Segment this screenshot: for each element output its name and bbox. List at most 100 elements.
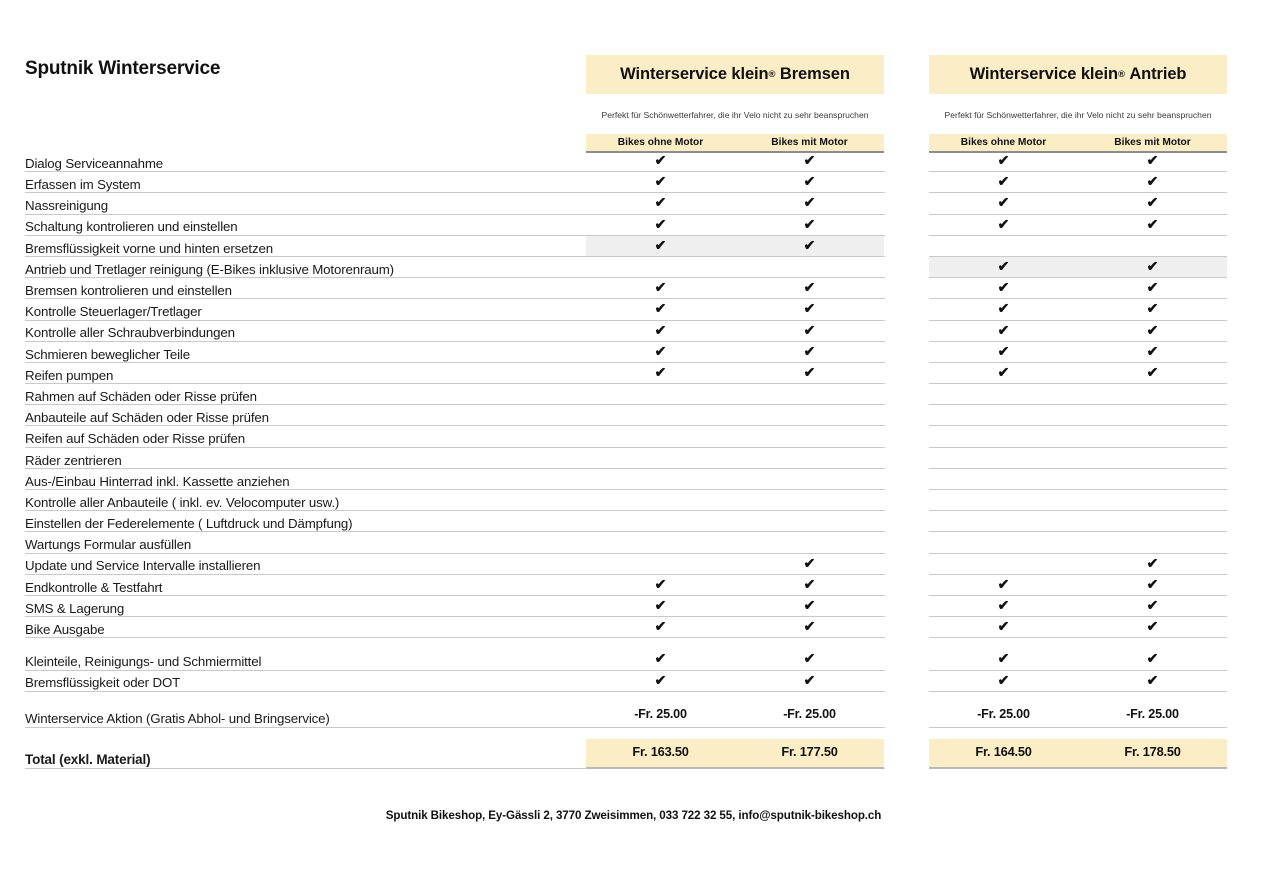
service-label-text: Dialog Serviceannahme (25, 155, 164, 171)
marks-row-antrieb (929, 448, 1227, 469)
column-headers-antrieb: Bikes ohne Motor Bikes mit Motor (929, 134, 1227, 153)
check-glyph: ✔ (997, 575, 1010, 592)
service-row-label: Reifen auf Schäden oder Risse prüfen (25, 426, 885, 448)
service-label-text: Reifen pumpen (25, 367, 114, 383)
empty-cell (1078, 469, 1227, 489)
registered-mark-icon: ® (768, 69, 776, 80)
check-glyph: ✔ (803, 300, 816, 317)
check-glyph: ✔ (803, 215, 816, 232)
service-label-text: Erfassen im System (25, 177, 141, 193)
marks-row-bremsen: ✔ ✔ (586, 596, 884, 618)
value-text: -Fr. 25.00 (634, 707, 687, 722)
check-glyph: ✔ (997, 597, 1010, 614)
marks-row-antrieb (929, 405, 1227, 427)
empty-cell (735, 405, 884, 425)
empty-cell (735, 384, 884, 404)
check-glyph: ✔ (803, 236, 816, 253)
value-text: -Fr. 25.00 (977, 707, 1030, 722)
check-glyph: ✔ (1146, 671, 1159, 688)
empty-cell (1078, 405, 1227, 425)
column-header-antrieb-ohne-motor: Bikes ohne Motor (960, 137, 1047, 148)
empty-cell (1078, 532, 1227, 552)
check-glyph: ✔ (654, 618, 667, 635)
marks-row-antrieb: ✔ ✔ (929, 278, 1227, 300)
marks-row-bremsen: ✔ ✔ (586, 575, 884, 596)
check-glyph: ✔ (1146, 173, 1159, 190)
spacer-cell (586, 638, 735, 649)
price-value: -Fr. 25.00 (1078, 703, 1227, 727)
marks-row-antrieb: ✔ ✔ (929, 342, 1227, 363)
spacer-cell (735, 692, 884, 703)
empty-cell (929, 490, 1078, 510)
package-title-text-bremsen: Winterservice klein (620, 65, 769, 83)
registered-mark-icon: ® (1117, 69, 1125, 80)
service-label-column: Dialog Serviceannahme Erfassen im System N… (25, 151, 885, 769)
check-glyph: ✔ (997, 300, 1010, 317)
empty-cell (1078, 490, 1227, 510)
service-label-text: Wartungs Formular ausfüllen (25, 537, 192, 553)
check-icon: ✔ (1078, 596, 1227, 616)
check-glyph: ✔ (997, 152, 1010, 169)
marks-row-antrieb (929, 511, 1227, 533)
marks-row-antrieb (929, 490, 1227, 512)
empty-cell (586, 426, 735, 446)
check-icon: ✔ (1078, 649, 1227, 669)
empty-cell (929, 384, 1078, 404)
marks-row-antrieb: ✔ ✔ (929, 172, 1227, 194)
spacer-cell (1078, 638, 1227, 649)
check-icon: ✔ (735, 671, 884, 691)
marks-row-antrieb (929, 469, 1227, 490)
spacer-cell (929, 638, 1078, 649)
spacer-cell (929, 728, 1078, 739)
service-row-label: Räder zentrieren (25, 448, 885, 469)
check-icon: ✔ (735, 193, 884, 213)
marks-row-antrieb (929, 384, 1227, 406)
empty-cell (929, 448, 1078, 468)
spacer-cell (1078, 728, 1227, 739)
marks-row-bremsen: -Fr. 25.00 -Fr. 25.00 (586, 703, 884, 728)
check-glyph: ✔ (1146, 258, 1159, 275)
check-icon: ✔ (929, 321, 1078, 341)
spacer-cell (586, 728, 735, 739)
check-icon: ✔ (1078, 671, 1227, 691)
value-text: Fr. 177.50 (781, 744, 838, 760)
service-row-label: Bremsflüssigkeit oder DOT (25, 671, 885, 692)
service-label-text: Kontrolle aller Anbauteile ( inkl. ev. V… (25, 494, 340, 510)
spacer-cell (586, 692, 735, 703)
marks-row-antrieb: -Fr. 25.00 -Fr. 25.00 (929, 703, 1227, 728)
check-glyph: ✔ (803, 342, 816, 359)
check-glyph: ✔ (1146, 554, 1159, 571)
check-icon: ✔ (929, 671, 1078, 691)
check-glyph: ✔ (654, 300, 667, 317)
marks-row-bremsen: ✔ ✔ (586, 617, 884, 639)
empty-cell (586, 405, 735, 425)
check-icon: ✔ (1078, 554, 1227, 574)
check-glyph: ✔ (654, 342, 667, 359)
service-row-label: Reifen pumpen (25, 363, 885, 385)
total-value: Fr. 163.50 (586, 739, 735, 767)
check-icon: ✔ (735, 596, 884, 616)
check-icon: ✔ (735, 554, 884, 574)
marks-row-antrieb: ✔ ✔ (929, 299, 1227, 321)
check-glyph: ✔ (803, 650, 816, 667)
marks-row-antrieb: ✔ ✔ (929, 256, 1227, 279)
empty-cell (929, 405, 1078, 425)
check-icon: ✔ (1078, 321, 1227, 341)
check-glyph: ✔ (654, 321, 667, 338)
check-icon: ✔ (1078, 299, 1227, 319)
check-glyph: ✔ (654, 575, 667, 592)
check-icon: ✔ (929, 575, 1078, 595)
empty-cell (735, 469, 884, 489)
service-row-label: Endkontrolle & Testfahrt (25, 575, 885, 596)
check-icon: ✔ (929, 596, 1078, 616)
check-glyph: ✔ (997, 321, 1010, 338)
service-label-text: Schmieren beweglicher Teile (25, 346, 190, 362)
check-glyph: ✔ (803, 279, 816, 296)
marks-row-bremsen: ✔ ✔ (586, 321, 884, 342)
total-value: Fr. 178.50 (1078, 739, 1227, 767)
empty-cell (929, 426, 1078, 446)
service-label-text: SMS & Lagerung (25, 600, 125, 616)
marks-row-antrieb (929, 426, 1227, 448)
package-header-antrieb: Winterservice klein ® Antrieb (929, 55, 1227, 94)
